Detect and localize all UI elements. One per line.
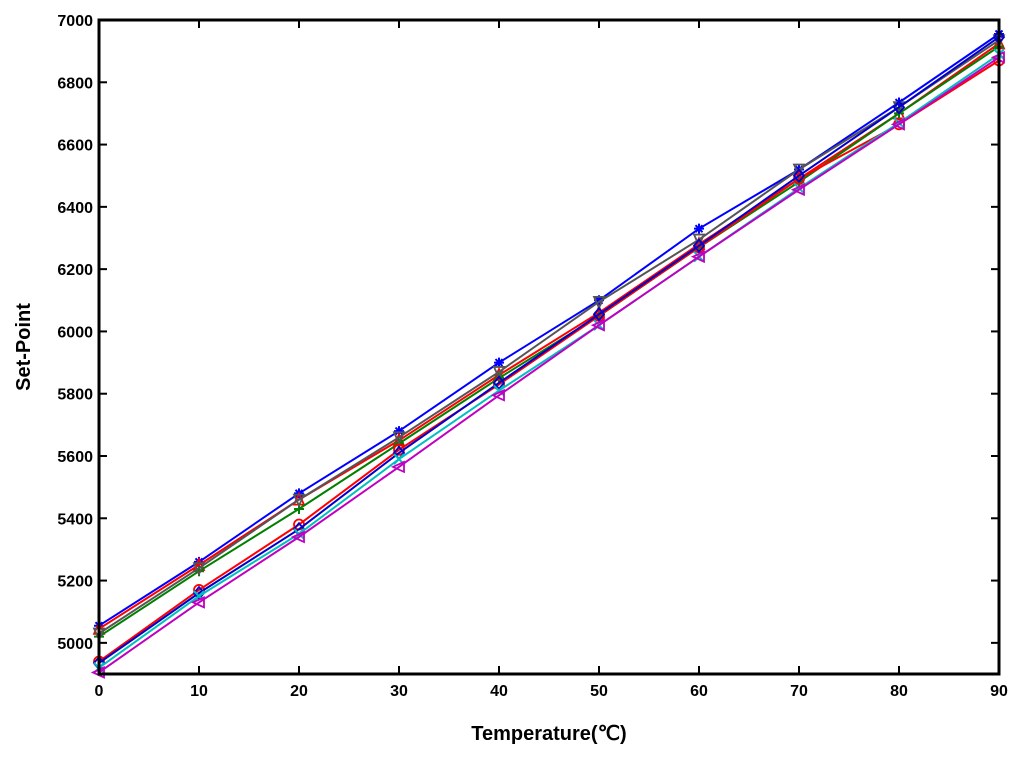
x-tick-label: 50	[590, 683, 608, 700]
data-point	[292, 493, 306, 508]
data-point	[592, 306, 606, 322]
data-point	[690, 250, 705, 264]
series-line	[98, 33, 1000, 627]
data-point	[392, 431, 406, 446]
series-layer	[90, 29, 1006, 679]
data-point	[592, 295, 606, 311]
series-line	[98, 56, 1000, 674]
data-point	[692, 238, 706, 254]
series-line	[98, 53, 1000, 669]
x-tick-label: 10	[190, 683, 208, 700]
series-3	[94, 41, 1004, 642]
y-tick-label: 5000	[57, 636, 93, 653]
data-point	[394, 426, 404, 437]
x-tick-label: 60	[690, 683, 708, 700]
x-tick-label: 20	[290, 683, 308, 700]
data-point	[390, 460, 405, 474]
y-tick-label: 6800	[57, 75, 93, 92]
series-8	[90, 50, 1005, 679]
data-point	[694, 223, 704, 234]
data-point	[890, 117, 905, 131]
data-point	[792, 163, 806, 178]
data-point	[590, 318, 605, 332]
x-axis-title: Temperature(℃)	[471, 723, 626, 745]
y-tick-label: 5800	[57, 387, 93, 404]
x-tick-label: 90	[990, 683, 1008, 700]
data-point	[194, 556, 204, 567]
y-tick-label: 6200	[57, 262, 93, 279]
y-tick-label: 7000	[57, 13, 93, 30]
data-point	[192, 562, 206, 577]
series-line	[98, 45, 1000, 638]
series-line	[98, 39, 1000, 635]
y-tick-label: 6400	[57, 200, 93, 217]
series-4	[92, 34, 1006, 642]
data-point	[892, 99, 906, 115]
data-point	[492, 366, 506, 381]
series-line	[98, 42, 1000, 630]
y-tick-label: 5200	[57, 574, 93, 591]
y-tick-label: 5600	[57, 449, 93, 466]
data-point	[494, 357, 504, 368]
plot-frame	[97, 18, 1001, 676]
y-tick-label: 6600	[57, 138, 93, 155]
data-point	[594, 295, 604, 306]
series-line	[98, 36, 1000, 664]
x-tick-label: 40	[490, 683, 508, 700]
data-point	[190, 595, 205, 609]
data-point	[790, 183, 805, 197]
y-axis-ticks: 5000 5200 5400 5600 5800 6000 6200 6400 6600 6800…	[57, 13, 999, 653]
data-point	[692, 233, 706, 248]
data-point	[792, 168, 806, 184]
data-point	[492, 375, 506, 391]
x-tick-label: 80	[890, 683, 908, 700]
series-line	[98, 59, 1000, 663]
series-1	[94, 29, 1004, 631]
y-axis-title: Set-Point	[13, 303, 35, 391]
data-point	[490, 388, 505, 402]
x-tick-label: 70	[790, 683, 808, 700]
y-tick-label: 6000	[57, 324, 93, 341]
x-tick-label: 30	[390, 683, 408, 700]
data-point	[290, 530, 305, 544]
y-tick-label: 5400	[57, 511, 93, 528]
x-tick-label: 0	[95, 683, 104, 700]
